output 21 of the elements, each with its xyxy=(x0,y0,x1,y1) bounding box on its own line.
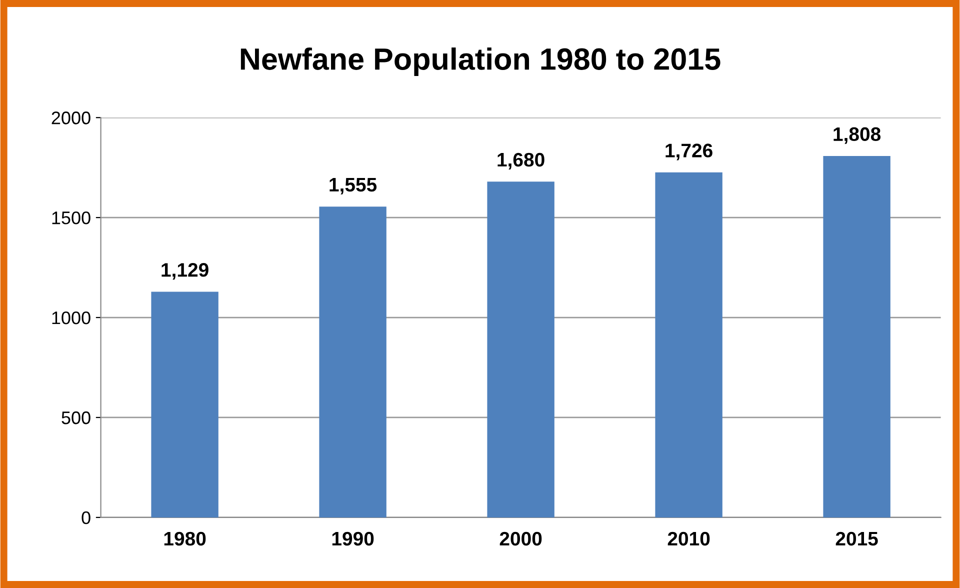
bar xyxy=(655,172,722,518)
chart-title: Newfane Population 1980 to 2015 xyxy=(240,48,720,76)
bar xyxy=(823,156,890,518)
x-tick-label: 2010 xyxy=(668,532,710,546)
x-tick-label: 2015 xyxy=(836,532,878,546)
x-tick-label: 2000 xyxy=(500,532,542,546)
data-label: 1,680 xyxy=(498,152,544,170)
bar xyxy=(487,182,554,518)
data-label: 1,555 xyxy=(330,178,377,194)
y-tick-label: 1000 xyxy=(52,311,90,324)
x-tick-label: 1990 xyxy=(332,532,374,546)
data-label: 1,808 xyxy=(834,127,881,144)
data-label: 1,726 xyxy=(666,144,712,160)
y-tick-label: 500 xyxy=(62,411,90,424)
bar xyxy=(319,206,386,518)
y-tick-label: 0 xyxy=(82,511,90,524)
y-tick-label: 2000 xyxy=(52,112,90,124)
data-label: 1,129 xyxy=(162,263,208,280)
y-tick-label: 1500 xyxy=(52,211,90,224)
bar xyxy=(151,292,218,518)
x-tick-label: 1980 xyxy=(164,532,206,546)
